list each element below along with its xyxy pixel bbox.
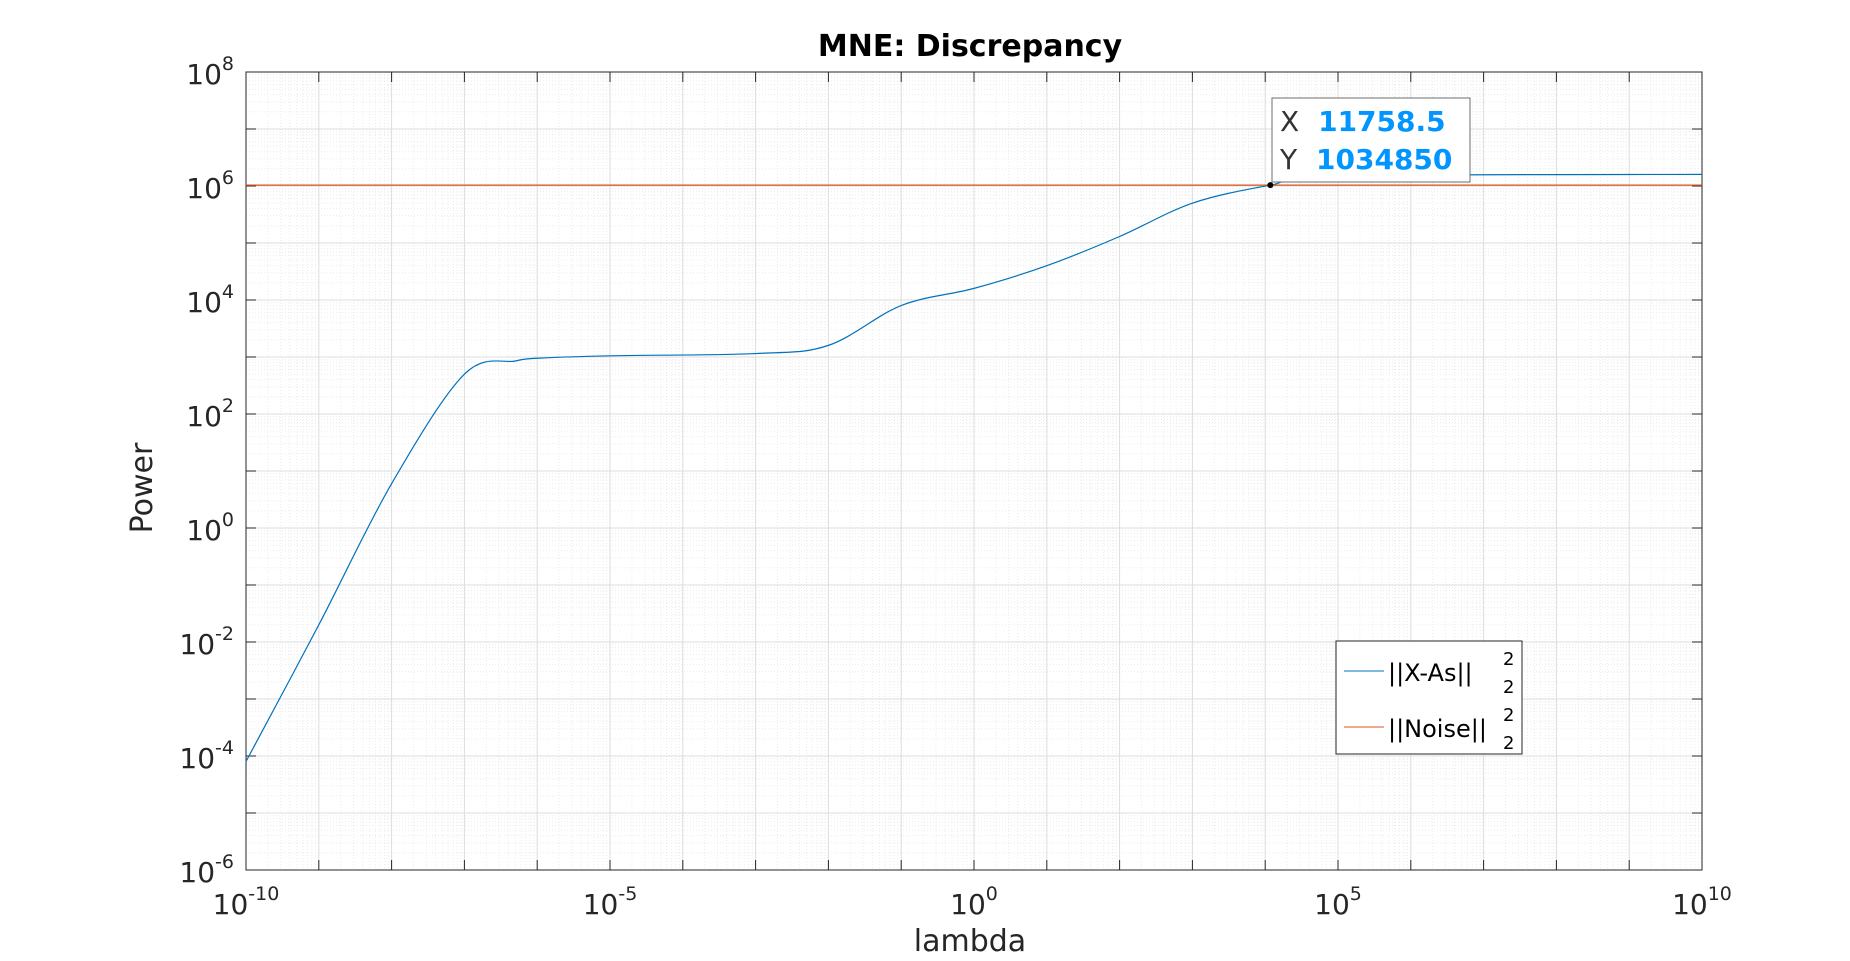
y-tick-label-exponent: -6 (215, 851, 234, 873)
x-tick-label: 100 (950, 883, 998, 921)
legend-label-noise: ||Noise|| (1388, 715, 1487, 743)
y-tick-label: 10-6 (179, 851, 234, 889)
chart-title: MNE: Discrepancy (818, 29, 1123, 64)
y-tick-label-exponent: 2 (222, 395, 234, 417)
legend-box (1335, 640, 1523, 755)
y-tick-label-exponent: -4 (215, 737, 234, 759)
x-tick-label-base: 10 (950, 888, 986, 921)
x-tick-label-exponent: -10 (248, 883, 279, 905)
datatip-y-value: 1034850 (1316, 143, 1452, 176)
y-tick-label-exponent: 4 (222, 281, 234, 303)
x-tick-label: 10-10 (213, 883, 280, 921)
y-tick-label-base: 10 (186, 172, 222, 205)
series-line-residual (245, 173, 1703, 762)
y-tick-label-base: 10 (179, 742, 215, 775)
y-tick-label: 10-2 (179, 623, 234, 661)
y-tick-label-base: 10 (186, 400, 222, 433)
datatip-x-row: X 11758.5 (1280, 105, 1446, 138)
datatip-x-value: 11758.5 (1318, 105, 1446, 138)
datatip-box (1271, 97, 1471, 183)
y-tick-label-exponent: 8 (222, 53, 234, 75)
y-tick-label-exponent: -2 (215, 623, 234, 645)
y-tick-label-exponent: 6 (222, 167, 234, 189)
tick-marks (245, 71, 1703, 871)
y-tick-label-base: 10 (179, 628, 215, 661)
datatip-marker (1267, 182, 1274, 189)
legend-entry-residual: ||X-As|| 2 2 (1344, 649, 1514, 698)
datatip-y-label: Y (1279, 143, 1298, 176)
datatip-x-label: X (1280, 105, 1299, 138)
y-tick-label: 10-4 (179, 737, 234, 775)
x-axis-label: lambda (914, 924, 1026, 959)
x-tick-label-exponent: 10 (1708, 883, 1732, 905)
x-tick-label-base: 10 (213, 888, 249, 921)
y-tick-label: 104 (186, 281, 234, 319)
y-tick-label-base: 10 (186, 286, 222, 319)
x-tick-label: 1010 (1672, 883, 1732, 921)
y-tick-label-exponent: 0 (222, 509, 234, 531)
legend-label-residual: ||X-As|| (1388, 659, 1473, 687)
y-tick-label-base: 10 (186, 58, 222, 91)
x-tick-label-base: 10 (583, 888, 619, 921)
legend-entry-noise: ||Noise|| 2 2 (1344, 705, 1514, 754)
y-tick-label: 106 (186, 167, 234, 205)
x-tick-label-base: 10 (1314, 888, 1350, 921)
x-tick-label-exponent: -5 (618, 883, 637, 905)
y-tick-label: 102 (186, 395, 234, 433)
legend-label-noise-text: ||Noise|| (1388, 715, 1487, 743)
legend-label-noise-sup: 2 (1503, 705, 1514, 726)
x-tick-labels: 10-10 10-5 100 105 1010 (213, 883, 1732, 921)
x-tick-label-exponent: 0 (986, 883, 998, 905)
datatip-y-row: Y 1034850 (1279, 143, 1452, 176)
legend-label-residual-sup: 2 (1503, 649, 1514, 670)
x-tick-label: 105 (1314, 883, 1362, 921)
x-tick-label-exponent: 5 (1350, 883, 1362, 905)
y-tick-label: 100 (186, 509, 234, 547)
legend[interactable]: ||X-As|| 2 2 ||Noise|| 2 2 (1335, 640, 1523, 755)
y-tick-label-base: 10 (179, 856, 215, 889)
y-axis-label: Power (125, 442, 160, 533)
x-tick-label-base: 10 (1672, 888, 1708, 921)
x-tick-label: 10-5 (583, 883, 638, 921)
legend-label-residual-text: ||X-As|| (1388, 659, 1473, 687)
legend-label-noise-sub: 2 (1503, 733, 1514, 754)
y-tick-label-base: 10 (186, 514, 222, 547)
datatip[interactable]: X 11758.5 Y 1034850 (1267, 97, 1471, 189)
series-layer (245, 173, 1703, 762)
legend-label-residual-sub: 2 (1503, 677, 1514, 698)
y-tick-label: 108 (186, 53, 234, 91)
